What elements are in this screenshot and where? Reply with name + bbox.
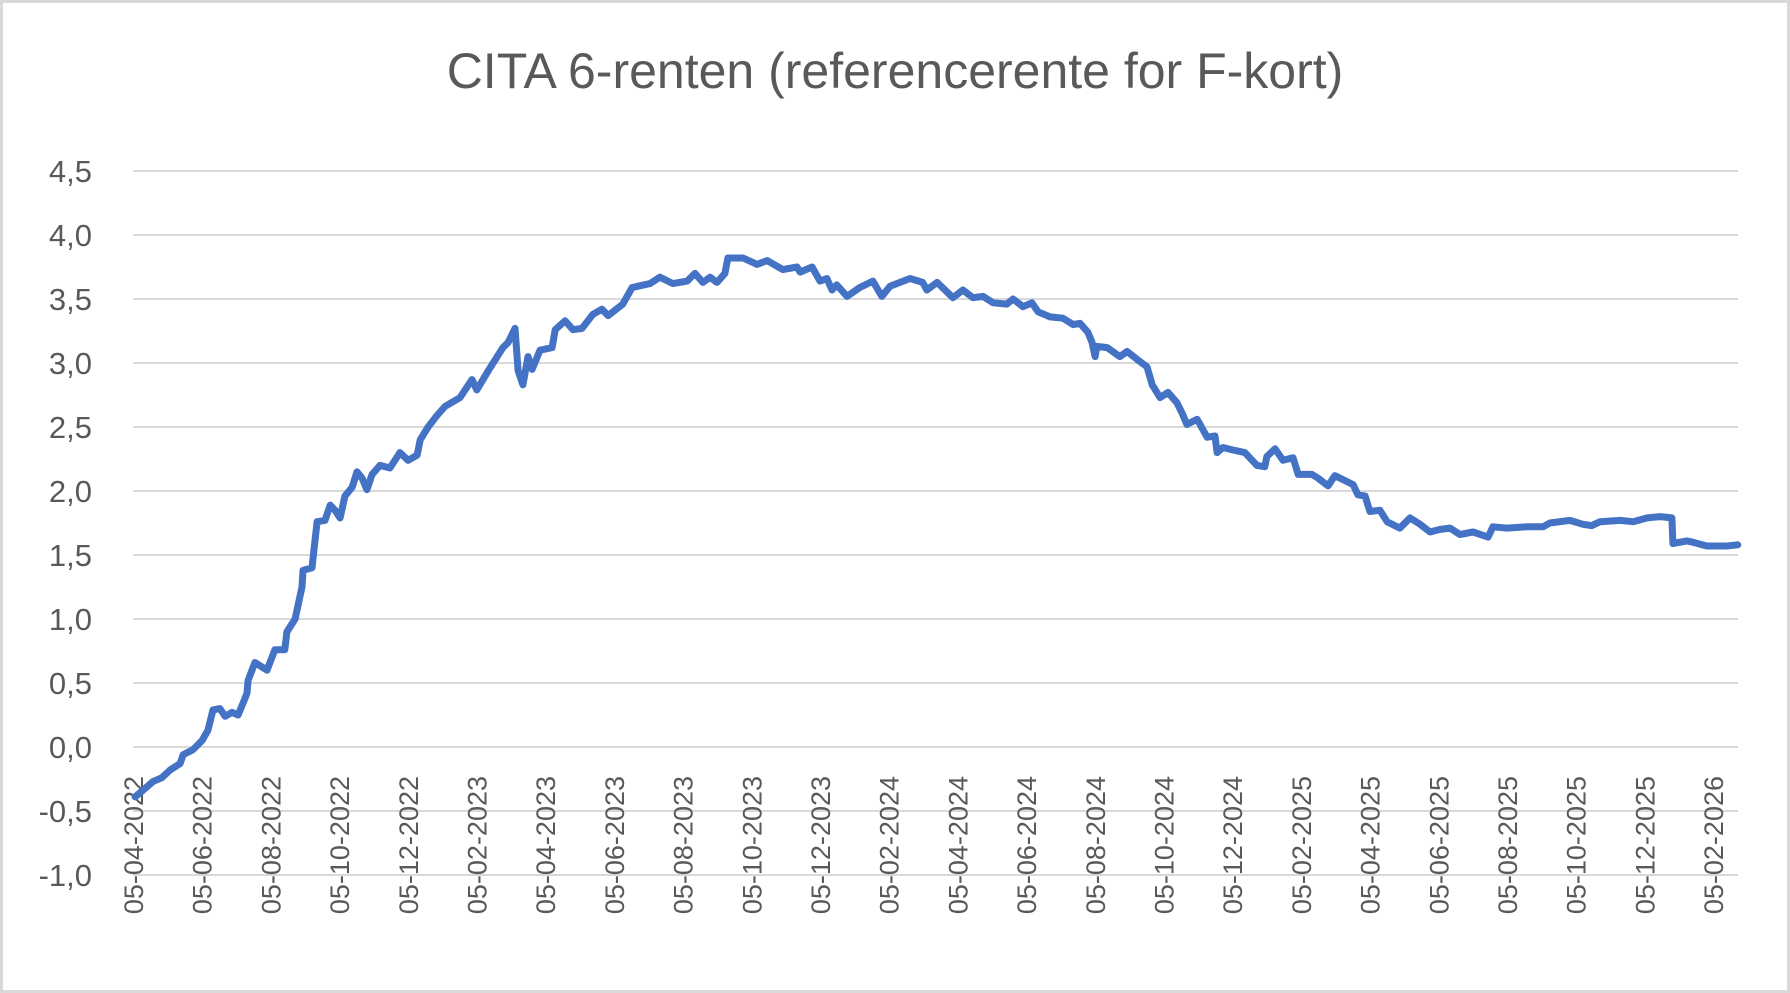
- y-tick-label: 1,0: [49, 602, 92, 637]
- x-tick-label: 05-08-2024: [1081, 776, 1111, 914]
- y-gridlines: [133, 170, 1738, 876]
- y-tick-label: -1,0: [39, 858, 92, 893]
- x-tick-label: 05-10-2024: [1150, 776, 1180, 914]
- x-tick-label: 05-02-2023: [463, 776, 493, 914]
- x-tick-label: 05-06-2023: [600, 776, 630, 914]
- x-tick-label: 05-12-2025: [1630, 776, 1660, 914]
- x-tick-label: 05-10-2022: [325, 776, 355, 914]
- x-tick-label: 05-12-2024: [1218, 776, 1248, 914]
- chart-title: CITA 6-renten (referencerente for F-kort…: [446, 43, 1344, 99]
- y-tick-label: 2,0: [49, 474, 92, 509]
- x-tick-label: 05-02-2024: [875, 776, 905, 914]
- x-tick-label: 05-06-2022: [188, 776, 218, 914]
- y-tick-label: 1,5: [49, 538, 92, 573]
- x-tick-label: 05-10-2025: [1562, 776, 1592, 914]
- y-tick-label: 0,5: [49, 666, 92, 701]
- y-tick-label: 3,5: [49, 282, 92, 317]
- x-axis-tick-labels: 05-04-2022 05-06-2022 05-08-2022 05-10-2022…: [119, 776, 1729, 914]
- y-tick-label: 3,0: [49, 346, 92, 381]
- x-tick-label: 05-02-2026: [1699, 776, 1729, 914]
- y-tick-label: 0,0: [49, 730, 92, 765]
- x-tick-label: 05-12-2022: [394, 776, 424, 914]
- y-axis-tick-labels: 4,5 4,0 3,5 3,0 2,5 2,0 1,5 1,0 0,5 0,0 -0,5 -1,0: [39, 154, 92, 893]
- series-line-cita-6-renten: [131, 254, 1742, 801]
- x-tick-label: 05-06-2025: [1424, 776, 1454, 914]
- x-tick-label: 05-04-2025: [1356, 776, 1386, 914]
- x-tick-label: 05-08-2022: [256, 776, 286, 914]
- x-tick-label: 05-08-2025: [1493, 776, 1523, 914]
- y-tick-label: 2,5: [49, 410, 92, 445]
- y-tick-label: 4,5: [49, 154, 92, 189]
- y-tick-label: -0,5: [39, 794, 92, 829]
- x-tick-label: 05-04-2023: [531, 776, 561, 914]
- x-tick-label: 05-12-2023: [806, 776, 836, 914]
- y-tick-label: 4,0: [49, 218, 92, 253]
- x-tick-label: 05-10-2023: [737, 776, 767, 914]
- x-tick-label: 05-02-2025: [1287, 776, 1317, 914]
- x-tick-label: 05-06-2024: [1012, 776, 1042, 914]
- x-tick-label: 05-08-2023: [669, 776, 699, 914]
- x-tick-label: 05-04-2024: [943, 776, 973, 914]
